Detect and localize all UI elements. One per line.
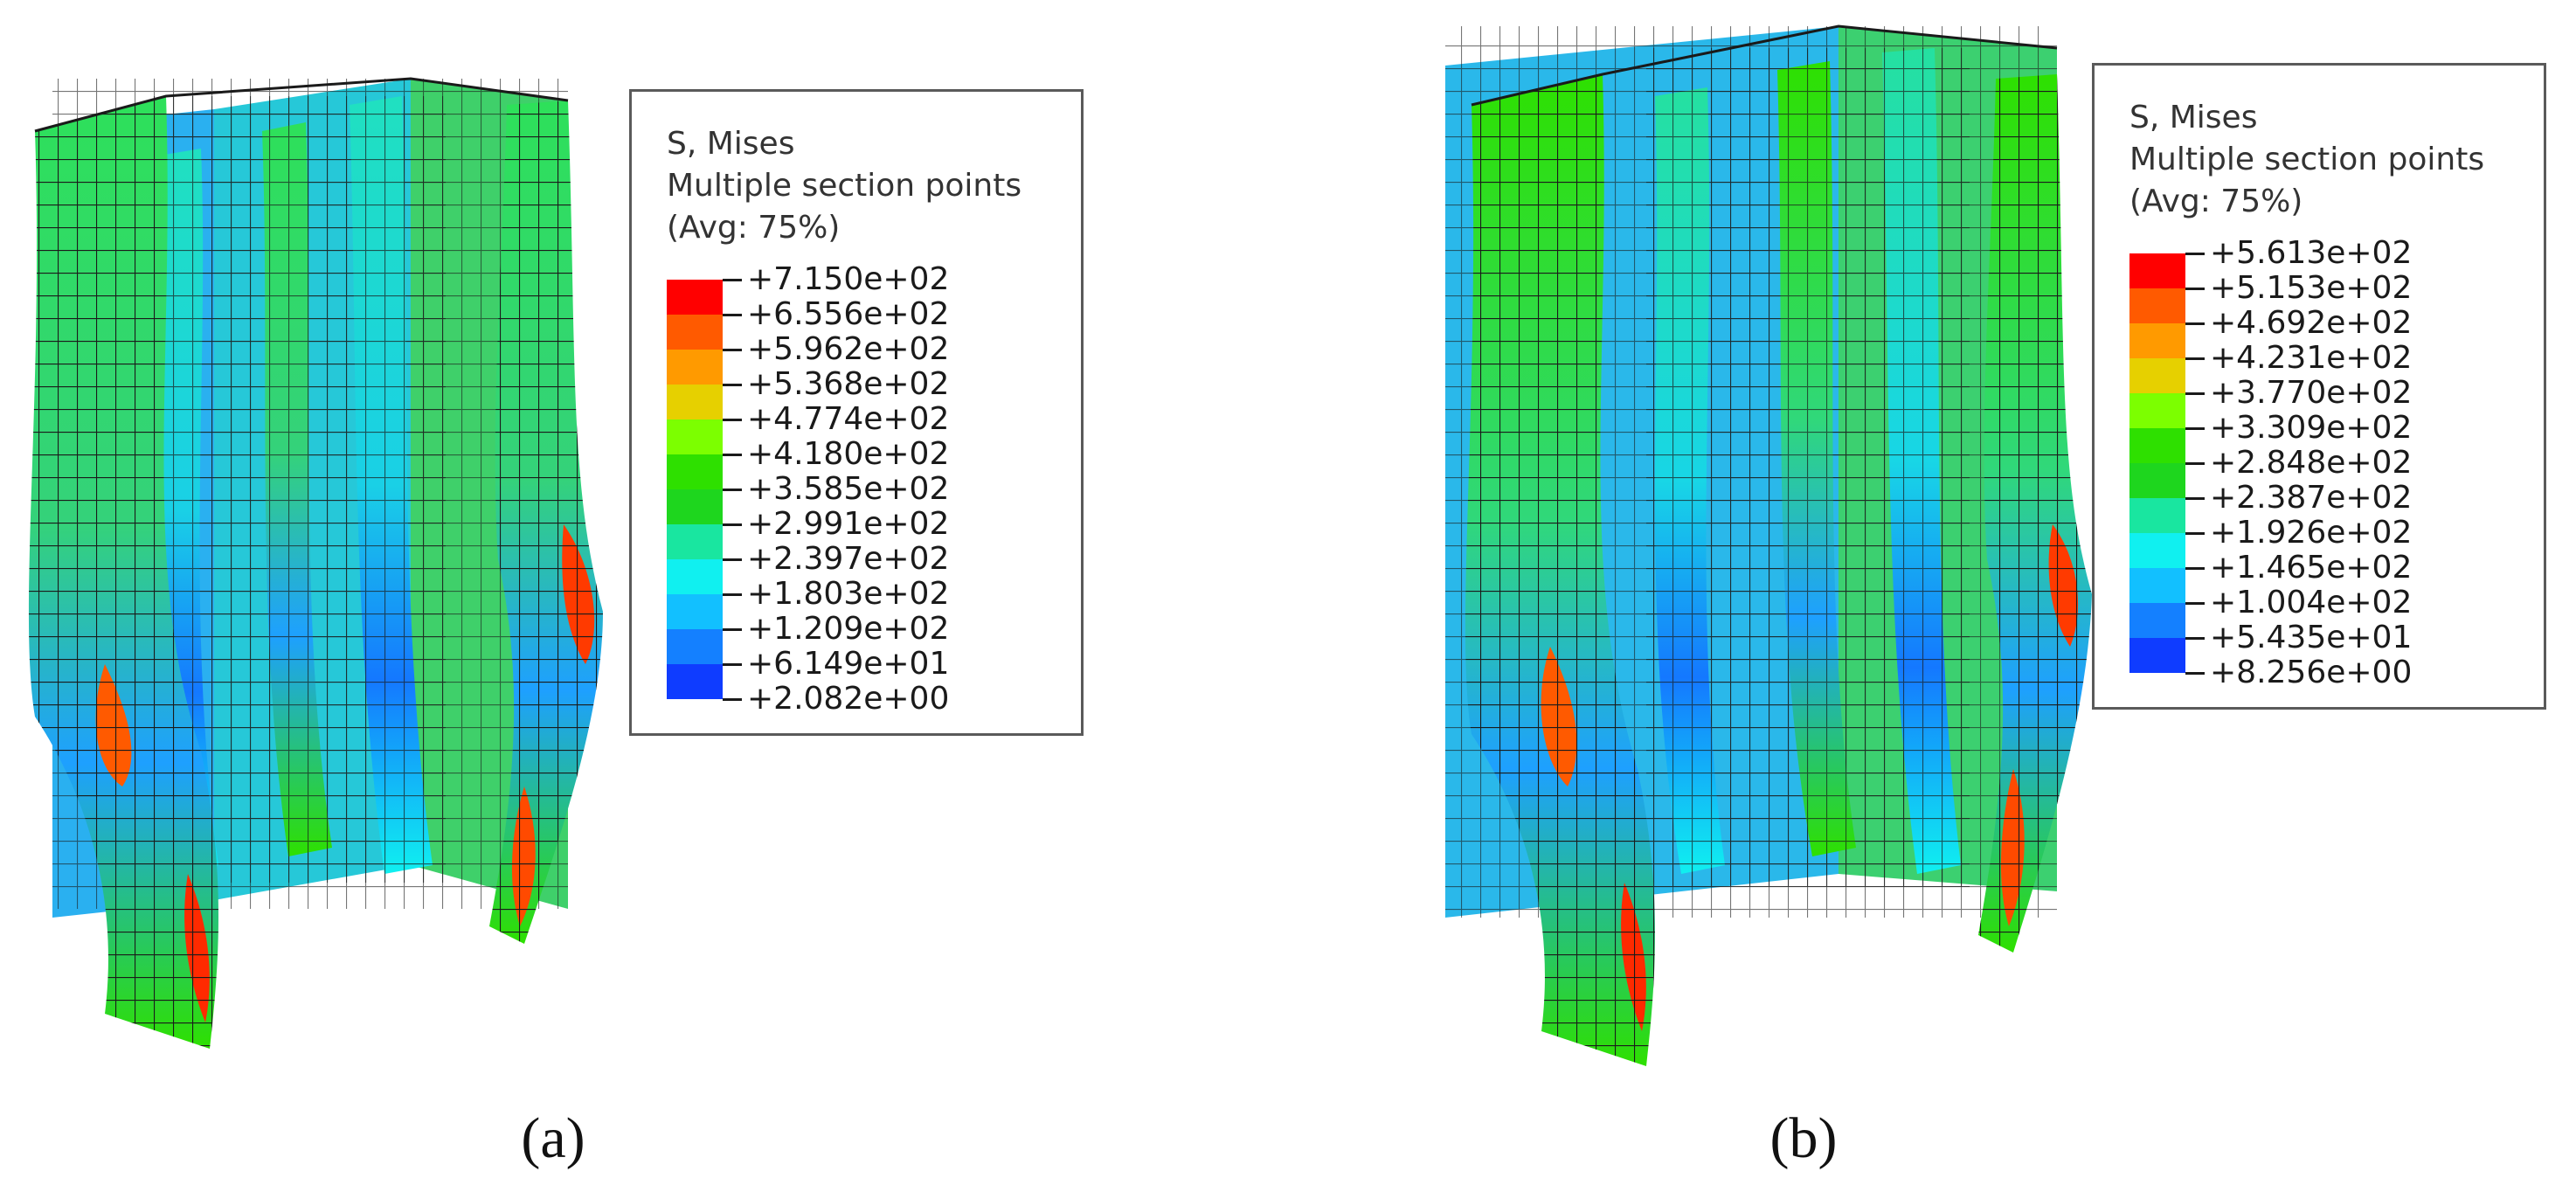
legend-value: +1.465e+02	[2210, 550, 2413, 586]
legend-title-line: Multiple section points	[667, 168, 1022, 204]
legend-tick	[723, 593, 742, 596]
caption-a: (a)	[521, 1106, 585, 1170]
legend-tick	[2185, 532, 2205, 535]
legend-tick	[2185, 253, 2205, 255]
legend-title-line: Multiple section points	[2129, 142, 2485, 177]
legend-box: S, Mises Multiple section points (Avg: 7…	[629, 89, 1084, 736]
legend-tick	[723, 489, 742, 491]
legend-swatch	[2129, 498, 2185, 533]
legend-value: +7.150e+02	[747, 261, 950, 297]
legend-tick	[2185, 567, 2205, 570]
legend-swatch	[667, 280, 723, 315]
legend-value: +6.149e+01	[747, 646, 950, 682]
legend-tick	[2185, 288, 2205, 290]
legend-tick	[723, 454, 742, 456]
legend-title-line: S, Mises	[667, 126, 795, 162]
legend-swatch	[2129, 533, 2185, 568]
legend-swatch	[667, 664, 723, 699]
legend-swatch	[2129, 393, 2185, 428]
legend-value: +4.692e+02	[2210, 305, 2413, 341]
legend-tick	[2185, 427, 2205, 430]
legend-swatch	[2129, 358, 2185, 393]
legend-swatch	[667, 629, 723, 664]
legend-value: +2.848e+02	[2210, 445, 2413, 481]
legend-tick	[2185, 357, 2205, 360]
legend-tick	[2185, 602, 2205, 605]
legend-title: S, Mises Multiple section points (Avg: 7…	[2129, 97, 2484, 223]
legend-title-line: S, Mises	[2129, 100, 2258, 135]
legend-value: +5.153e+02	[2210, 270, 2413, 306]
legend-value: +5.435e+01	[2210, 620, 2413, 655]
legend-value: +2.397e+02	[747, 541, 950, 577]
legend-value: +8.256e+00	[2210, 655, 2413, 690]
legend-tick	[723, 523, 742, 526]
legend-tick	[723, 279, 742, 281]
legend-swatch	[667, 454, 723, 489]
legend-swatch	[2129, 638, 2185, 673]
legend-value: +5.613e+02	[2210, 235, 2413, 271]
legend-value: +1.004e+02	[2210, 585, 2413, 620]
legend-swatch	[667, 419, 723, 454]
legend-tick	[2185, 672, 2205, 675]
legend-value: +5.368e+02	[747, 366, 950, 402]
legend-tick	[723, 558, 742, 561]
legend-swatch	[2129, 568, 2185, 603]
legend-tick	[723, 314, 742, 316]
legend-swatch	[2129, 463, 2185, 498]
legend-tick	[723, 628, 742, 631]
legend-value: +4.774e+02	[747, 401, 950, 437]
legend-tick	[2185, 322, 2205, 325]
fem-model-a	[28, 77, 603, 1049]
legend-swatch	[667, 385, 723, 419]
fem-model-b	[1445, 24, 2092, 1066]
legend-value: +5.962e+02	[747, 331, 950, 367]
legend-title-line: (Avg: 75%)	[667, 210, 841, 246]
legend-value: +6.556e+02	[747, 296, 950, 332]
panel-a: S, Mises Multiple section points (Avg: 7…	[28, 77, 1084, 1170]
legend-value: +3.309e+02	[2210, 410, 2413, 446]
legend-value: +4.231e+02	[2210, 340, 2413, 376]
legend-swatch	[667, 315, 723, 350]
legend-title: S, Mises Multiple section points (Avg: 7…	[667, 123, 1021, 249]
legend-tick	[723, 698, 742, 701]
legend-value: +1.209e+02	[747, 611, 950, 647]
legend-swatch	[2129, 323, 2185, 358]
legend-tick	[2185, 637, 2205, 640]
legend-swatch	[667, 559, 723, 594]
legend-tick	[723, 384, 742, 386]
legend-value: +4.180e+02	[747, 436, 950, 472]
legend-value: +2.991e+02	[747, 506, 950, 542]
legend-swatch	[667, 594, 723, 629]
caption-b: (b)	[1769, 1106, 1838, 1170]
legend-title-line: (Avg: 75%)	[2129, 184, 2303, 219]
legend-value: +3.770e+02	[2210, 375, 2413, 411]
legend-value: +1.926e+02	[2210, 515, 2413, 551]
legend-box: S, Mises Multiple section points (Avg: 7…	[2092, 63, 2546, 710]
legend-value: +3.585e+02	[747, 471, 950, 507]
legend-swatch	[667, 489, 723, 524]
legend-tick	[2185, 392, 2205, 395]
legend-value: +2.387e+02	[2210, 480, 2413, 516]
panel-b: S, Mises Multiple section points (Avg: 7…	[1288, 0, 2576, 1199]
legend-tick	[723, 349, 742, 351]
legend-value: +2.082e+00	[747, 681, 950, 717]
legend-tick	[723, 663, 742, 666]
legend-tick	[723, 419, 742, 421]
legend-tick	[2185, 462, 2205, 465]
legend-swatch	[2129, 603, 2185, 638]
legend-swatch	[2129, 428, 2185, 463]
legend-swatch	[667, 524, 723, 559]
legend-value: +1.803e+02	[747, 576, 950, 612]
legend-swatch	[2129, 288, 2185, 323]
legend-tick	[2185, 497, 2205, 500]
legend-swatch	[667, 350, 723, 385]
legend-swatch	[2129, 253, 2185, 288]
